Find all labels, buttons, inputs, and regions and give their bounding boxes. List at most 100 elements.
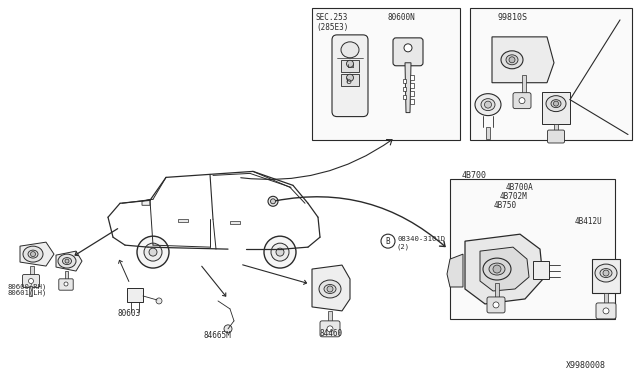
Circle shape [271, 199, 275, 204]
Ellipse shape [23, 246, 43, 262]
Ellipse shape [481, 99, 495, 110]
Ellipse shape [475, 94, 501, 116]
Polygon shape [492, 37, 554, 83]
Ellipse shape [63, 257, 72, 264]
Text: SEC.253
(285E3): SEC.253 (285E3) [316, 13, 348, 32]
Polygon shape [142, 199, 150, 205]
Polygon shape [410, 99, 414, 104]
Polygon shape [486, 126, 490, 138]
Circle shape [509, 57, 515, 63]
Circle shape [327, 326, 333, 332]
Bar [178, 219, 188, 222]
Text: 4B412U: 4B412U [575, 217, 603, 226]
Bar [533, 261, 549, 279]
Ellipse shape [546, 96, 566, 112]
Text: 4B700A: 4B700A [506, 183, 534, 192]
Bar [312, 8, 460, 140]
Circle shape [271, 243, 289, 261]
Text: 4B750: 4B750 [494, 201, 517, 210]
FancyBboxPatch shape [596, 303, 616, 319]
Polygon shape [20, 242, 54, 266]
Ellipse shape [501, 51, 523, 69]
Text: 80603: 80603 [118, 309, 141, 318]
Circle shape [554, 101, 559, 106]
Bar [341, 60, 359, 72]
Ellipse shape [595, 264, 617, 282]
Ellipse shape [489, 263, 505, 275]
Bar [341, 74, 359, 86]
Polygon shape [65, 271, 68, 283]
Text: 08340-3101D
(2): 08340-3101D (2) [397, 236, 445, 250]
Polygon shape [403, 87, 406, 91]
Circle shape [603, 308, 609, 314]
Polygon shape [403, 79, 406, 83]
Circle shape [264, 236, 296, 268]
Circle shape [137, 236, 169, 268]
Text: X9980008: X9980008 [566, 361, 606, 370]
Polygon shape [410, 83, 414, 88]
Ellipse shape [600, 269, 612, 278]
FancyBboxPatch shape [513, 93, 531, 109]
Circle shape [327, 286, 333, 292]
Circle shape [156, 298, 162, 304]
Circle shape [493, 265, 501, 273]
Polygon shape [410, 91, 414, 96]
Circle shape [65, 259, 69, 263]
Text: 80600(RH): 80600(RH) [8, 283, 47, 289]
Text: 99810S: 99810S [498, 13, 528, 22]
Text: 84460: 84460 [320, 329, 343, 338]
Ellipse shape [551, 100, 561, 108]
Bar [127, 288, 143, 302]
Polygon shape [480, 247, 529, 291]
Bar [230, 221, 240, 224]
Circle shape [346, 60, 353, 67]
Ellipse shape [28, 250, 38, 258]
FancyBboxPatch shape [487, 297, 505, 313]
Circle shape [268, 196, 278, 206]
FancyBboxPatch shape [332, 35, 368, 116]
Polygon shape [29, 286, 32, 296]
Circle shape [31, 251, 35, 257]
FancyBboxPatch shape [22, 275, 40, 288]
FancyBboxPatch shape [393, 38, 423, 66]
Polygon shape [604, 293, 608, 309]
Ellipse shape [58, 254, 76, 268]
Polygon shape [554, 124, 558, 135]
Circle shape [346, 74, 353, 81]
Polygon shape [447, 254, 463, 287]
Circle shape [381, 234, 395, 248]
Ellipse shape [324, 285, 336, 294]
Circle shape [404, 44, 412, 52]
FancyBboxPatch shape [547, 130, 564, 143]
Circle shape [149, 248, 157, 256]
Polygon shape [403, 94, 406, 99]
Polygon shape [56, 251, 82, 271]
Polygon shape [410, 75, 414, 80]
Text: 84665M: 84665M [204, 331, 232, 340]
Polygon shape [495, 283, 499, 303]
Bar [450, 179, 615, 319]
Circle shape [276, 248, 284, 256]
Circle shape [64, 282, 68, 286]
Circle shape [144, 243, 162, 261]
Text: B: B [386, 237, 390, 246]
Circle shape [519, 98, 525, 104]
FancyBboxPatch shape [320, 321, 340, 337]
Polygon shape [30, 266, 34, 280]
Ellipse shape [319, 280, 341, 298]
Circle shape [603, 270, 609, 276]
Bar [542, 92, 570, 124]
Polygon shape [522, 75, 526, 101]
FancyBboxPatch shape [59, 279, 73, 290]
Circle shape [29, 279, 33, 283]
Polygon shape [465, 234, 543, 304]
Bar [592, 259, 620, 293]
Text: 80601(LH): 80601(LH) [8, 290, 47, 296]
Text: 80600N: 80600N [388, 13, 416, 22]
Text: 4B702M: 4B702M [500, 192, 528, 201]
Polygon shape [312, 265, 350, 311]
Text: 4B700: 4B700 [462, 171, 487, 180]
Ellipse shape [341, 42, 359, 58]
Ellipse shape [483, 258, 511, 280]
Circle shape [224, 325, 232, 333]
